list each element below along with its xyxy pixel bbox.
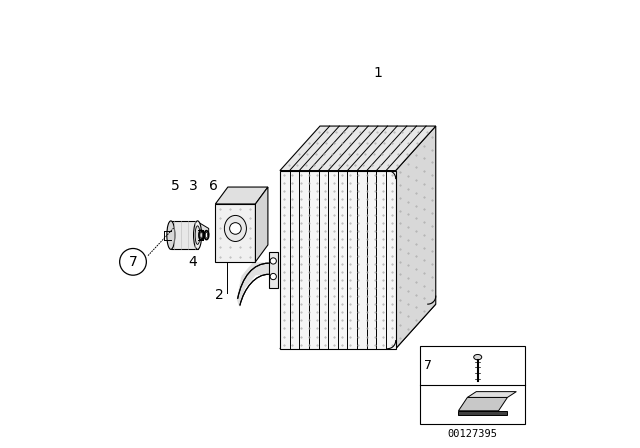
Ellipse shape [167,221,175,250]
Circle shape [120,249,147,275]
Polygon shape [280,171,396,349]
Text: 1: 1 [374,65,382,80]
Text: 3: 3 [189,179,198,193]
Polygon shape [171,221,198,250]
Ellipse shape [225,215,246,241]
Text: 5: 5 [171,179,180,193]
Polygon shape [396,126,436,349]
Polygon shape [280,304,436,349]
Text: 6: 6 [209,179,218,193]
Ellipse shape [195,226,200,245]
Polygon shape [467,392,516,397]
Text: 00127395: 00127395 [447,429,497,439]
Polygon shape [420,346,525,424]
Circle shape [270,273,276,280]
Text: 2: 2 [216,288,224,302]
Ellipse shape [200,232,202,238]
Polygon shape [280,126,436,171]
Polygon shape [198,222,209,235]
Circle shape [230,223,241,234]
Polygon shape [216,187,268,204]
Text: 4: 4 [189,255,198,269]
Ellipse shape [205,232,207,238]
Text: 7: 7 [129,255,138,269]
Polygon shape [216,204,255,262]
Polygon shape [458,411,508,415]
Text: 7: 7 [424,359,432,372]
Polygon shape [255,187,268,262]
Polygon shape [269,252,278,288]
Polygon shape [458,397,508,411]
Ellipse shape [474,354,482,360]
Ellipse shape [193,221,202,250]
Circle shape [270,258,276,264]
